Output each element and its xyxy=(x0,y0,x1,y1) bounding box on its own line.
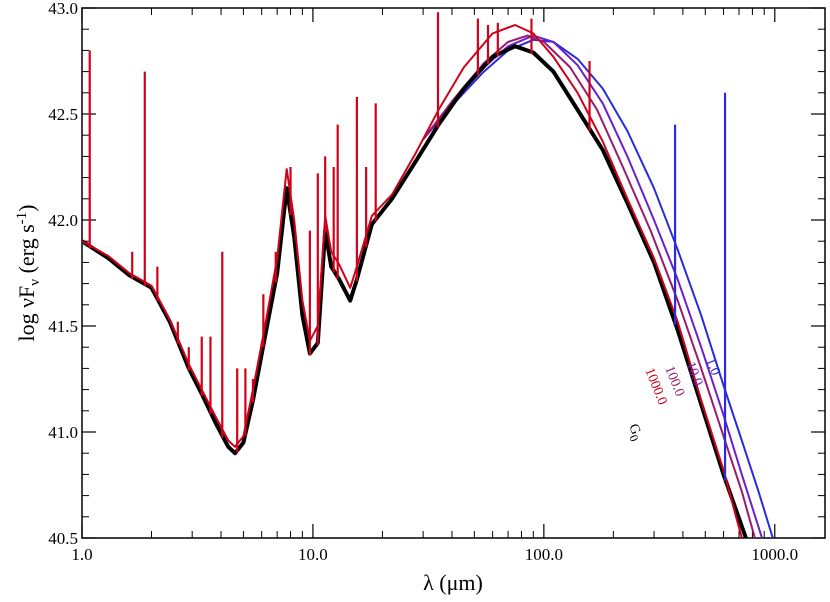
curve-label: 1.0 xyxy=(702,356,722,378)
curve-label: 10.0 xyxy=(682,360,705,388)
y-tick-label: 42.5 xyxy=(48,105,78,124)
series-line xyxy=(82,24,743,538)
x-tick-label: 10.0 xyxy=(298,545,328,564)
y-tick-label: 43.0 xyxy=(48,0,78,18)
legend-title: G0 xyxy=(623,422,646,444)
axis-tick-labels: 1.0 10.0 100.0 1000.040.541.041.542.042.543… xyxy=(48,0,798,564)
x-tick-label: 100.0 xyxy=(525,545,563,564)
x-tick-label: 1000.0 xyxy=(751,545,798,564)
x-tick-label: 1.0 xyxy=(71,545,92,564)
x-axis-title: λ (μm) xyxy=(423,570,483,595)
y-tick-label: 40.5 xyxy=(48,529,78,548)
y-tick-label: 41.0 xyxy=(48,423,78,442)
y-tick-label: 42.0 xyxy=(48,211,78,230)
emission-lines xyxy=(88,12,727,481)
curves xyxy=(82,24,774,538)
series-line xyxy=(422,38,774,538)
series-line xyxy=(422,34,763,538)
y-axis-title-end: ) xyxy=(14,204,39,211)
series-line xyxy=(82,44,748,538)
y-tick-label: 41.5 xyxy=(48,317,78,336)
axis-ticks xyxy=(81,7,825,539)
y-axis-title-main: log νF xyxy=(14,286,39,342)
y-axis-title: log νFν (erg s-1) xyxy=(14,204,43,341)
y-axis-title-mid: (erg s xyxy=(14,224,39,279)
legend-title-sub: 0 xyxy=(626,433,641,444)
y-axis-title-sub: ν xyxy=(27,279,43,286)
y-axis-title-sup: -1 xyxy=(14,212,30,225)
plot-frame xyxy=(81,7,826,539)
